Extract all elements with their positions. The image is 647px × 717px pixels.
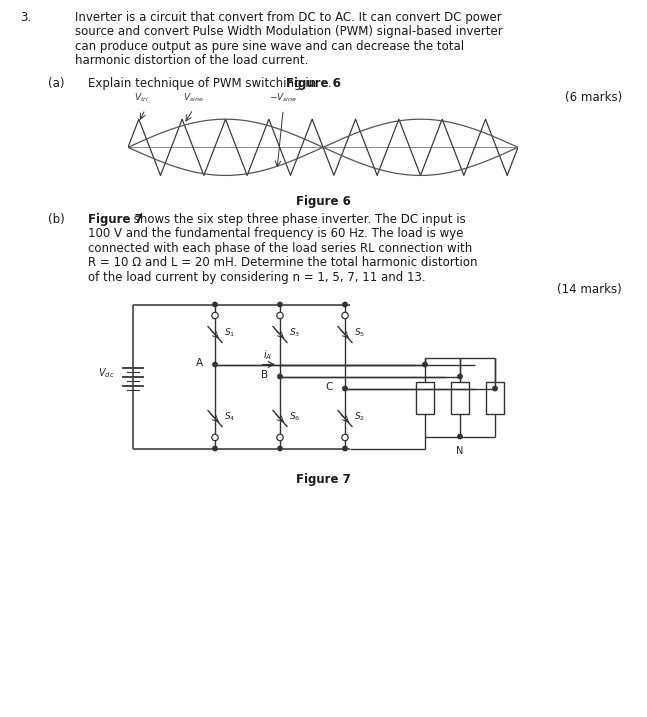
- Circle shape: [213, 446, 217, 451]
- Text: Inverter is a circuit that convert from DC to AC. It can convert DC power: Inverter is a circuit that convert from …: [75, 11, 502, 24]
- Text: (6 marks): (6 marks): [565, 92, 622, 105]
- Text: (a): (a): [48, 77, 65, 90]
- Text: $S_1$: $S_1$: [224, 326, 236, 338]
- Circle shape: [343, 386, 347, 391]
- Circle shape: [343, 446, 347, 451]
- Text: $S_3$: $S_3$: [289, 326, 300, 338]
- Text: $S_5$: $S_5$: [354, 326, 365, 338]
- Circle shape: [278, 303, 282, 307]
- Circle shape: [422, 362, 427, 366]
- Circle shape: [493, 386, 497, 391]
- Text: $-V_{sine}$: $-V_{sine}$: [269, 91, 298, 104]
- Text: $V_{tri}$: $V_{tri}$: [135, 91, 149, 104]
- Text: Explain technique of PWM switching in: Explain technique of PWM switching in: [88, 77, 320, 90]
- Text: connected with each phase of the load series RL connection with: connected with each phase of the load se…: [88, 242, 472, 255]
- Text: Figure 6: Figure 6: [286, 77, 341, 90]
- Text: A: A: [196, 358, 203, 369]
- Text: Figure 6: Figure 6: [296, 194, 351, 207]
- Text: N: N: [456, 447, 464, 457]
- Circle shape: [342, 313, 348, 318]
- Text: $S_4$: $S_4$: [224, 410, 236, 423]
- Text: $S_2$: $S_2$: [354, 410, 365, 423]
- Text: (14 marks): (14 marks): [557, 283, 622, 297]
- Text: .: .: [328, 77, 332, 90]
- Circle shape: [213, 362, 217, 366]
- Text: Figure 7: Figure 7: [296, 473, 351, 485]
- Text: (b): (b): [48, 213, 65, 226]
- Text: $i_A$: $i_A$: [263, 348, 272, 362]
- Text: C: C: [325, 382, 333, 392]
- Circle shape: [212, 435, 218, 441]
- Text: B: B: [261, 371, 268, 381]
- Text: 3.: 3.: [20, 11, 31, 24]
- Circle shape: [213, 303, 217, 307]
- Circle shape: [212, 313, 218, 318]
- Text: Figure 7: Figure 7: [88, 213, 143, 226]
- Circle shape: [343, 303, 347, 307]
- Circle shape: [342, 435, 348, 441]
- Text: R = 10 Ω and L = 20 mH. Determine the total harmonic distortion: R = 10 Ω and L = 20 mH. Determine the to…: [88, 257, 477, 270]
- Circle shape: [278, 446, 282, 451]
- Text: source and convert Pulse Width Modulation (PWM) signal-based inverter: source and convert Pulse Width Modulatio…: [75, 26, 503, 39]
- Text: shows the six step three phase inverter. The DC input is: shows the six step three phase inverter.…: [130, 213, 466, 226]
- Text: $V_{dc}$: $V_{dc}$: [98, 366, 115, 381]
- Text: 100 V and the fundamental frequency is 60 Hz. The load is wye: 100 V and the fundamental frequency is 6…: [88, 227, 463, 240]
- Text: $S_6$: $S_6$: [289, 410, 300, 423]
- Text: of the load current by considering n = 1, 5, 7, 11 and 13.: of the load current by considering n = 1…: [88, 271, 426, 284]
- Circle shape: [458, 374, 462, 379]
- Circle shape: [277, 435, 283, 441]
- Bar: [486, 382, 504, 414]
- Circle shape: [458, 435, 462, 439]
- Text: harmonic distortion of the load current.: harmonic distortion of the load current.: [75, 54, 309, 67]
- Bar: [416, 382, 434, 414]
- Text: $V_{sine}$: $V_{sine}$: [182, 91, 204, 104]
- Circle shape: [277, 313, 283, 318]
- Text: can produce output as pure sine wave and can decrease the total: can produce output as pure sine wave and…: [75, 40, 464, 53]
- Circle shape: [278, 374, 282, 379]
- Bar: [451, 382, 469, 414]
